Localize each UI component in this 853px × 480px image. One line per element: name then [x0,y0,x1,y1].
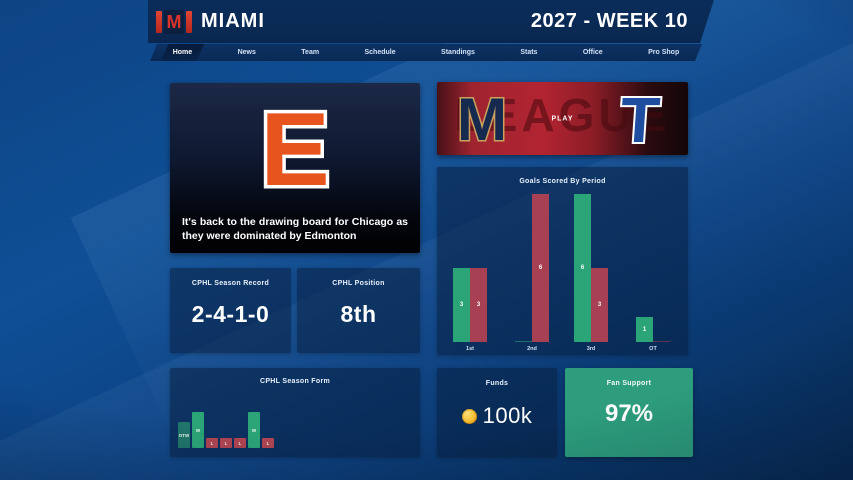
nav-item-office[interactable]: Office [582,49,603,56]
goal-bar-value: 1 [642,326,647,333]
news-headline: It's back to the drawing board for Chica… [182,215,408,242]
nav-item-news[interactable]: News [237,49,256,56]
season-form-card: CPHL Season Form OTW W L L L W L [170,368,420,457]
play-button[interactable]: PLAY [551,115,574,122]
svg-text:E: E [260,92,329,207]
nav: Home News Team Schedule Standings Stats Office… [150,44,702,61]
goals-chart-title: Goals Scored By Period [519,178,606,185]
svg-text:M: M [457,86,507,152]
miami-logo-letter: M [166,11,182,32]
season-form-title: CPHL Season Form [259,378,331,385]
fan-support-card: Fan Support 97% [565,368,693,457]
nav-item-home[interactable]: Home [161,44,204,61]
svg-text:T: T [618,84,662,154]
goal-bar-value: 3 [597,302,602,308]
goal-bar-value: 3 [459,302,464,308]
goals-chart: 3 3 1st 6 2nd 6 3 3rd 1 OT [437,167,688,355]
form-bar-label: W [251,427,257,433]
goal-bar-value: 6 [538,265,543,271]
funds-value: 100k [482,403,533,428]
goal-axis-label: 3rd [586,346,596,352]
goal-bar-value: 3 [476,302,481,308]
goal-bar-red [653,341,670,342]
away-team-logo-icon: T [616,84,664,154]
miami-logo-icon: M [156,10,192,34]
form-bar-label: L [266,440,270,446]
goal-axis-label: 2nd [527,346,537,352]
goal-axis-label: 1st [466,346,474,352]
form-bar-loss: L [206,438,218,448]
form-bar-loss: L [220,438,232,448]
team-name: MIAMI [201,10,265,32]
goal-bar-green: 1 [636,317,653,342]
funds-card: Funds 100k [437,368,557,457]
nav-item-stats[interactable]: Stats [520,49,538,56]
form-bar-loss: L [262,438,274,448]
nav-item-team[interactable]: Team [301,49,320,56]
play-match-banner[interactable]: LEAGUE M T PLAY [437,82,688,155]
goals-by-period-card: Goals Scored By Period 3 3 1st 6 2nd 6 3 3rd 1 OT [437,167,688,355]
home-team-logo-icon: M [456,86,509,152]
season-record-value: 2-4-1-0 [191,301,270,327]
funds-label: Funds [485,380,509,387]
season-record-card: CPHL Season Record 2-4-1-0 [170,268,291,353]
goal-bar-value: 6 [580,265,585,271]
nav-item-pro-shop[interactable]: Pro Shop [648,49,680,56]
edmonton-logo-icon: E [170,89,420,207]
form-bar-label: OTW [178,432,190,438]
nav-item-schedule[interactable]: Schedule [364,49,396,56]
goal-bar-green: 3 [453,268,470,342]
form-bar-otw: OTW [178,422,190,448]
season-week-label: 2027 - WEEK 10 [530,10,688,32]
goal-bar-green [515,341,532,342]
league-position-card: CPHL Position 8th [297,268,420,353]
nav-item-standings[interactable]: Standings [441,49,475,56]
league-watermark: LEAGUE [454,89,671,141]
goal-bar-red: 3 [470,268,487,342]
header: M MIAMI 2027 - WEEK 10 [148,0,714,43]
goal-bar-red: 6 [532,194,549,342]
form-bar-win: W [192,412,204,448]
news-card[interactable]: E It's back to the drawing board for Chi… [170,83,420,253]
goal-bar-green: 6 [574,194,591,342]
league-position-label: CPHL Position [332,280,385,287]
gold-coin-icon [461,408,477,424]
season-form-chart: OTW W L L L W L [178,412,274,448]
season-record-label: CPHL Season Record [191,280,270,287]
league-position-value: 8th [340,301,377,327]
goal-axis-label: OT [649,346,657,352]
form-bar-label: L [210,440,214,446]
form-bar-label: L [224,440,228,446]
form-bar-loss: L [234,438,246,448]
goal-bar-red: 3 [591,268,608,342]
team-brand: M MIAMI [156,10,265,34]
fan-support-label: Fan Support [606,380,652,387]
form-bar-label: W [195,427,201,433]
fan-support-value: 97% [604,400,654,427]
goal-group-ot: 1 [636,317,670,342]
form-bar-win: W [248,412,260,448]
goal-group-2nd: 6 [515,194,549,342]
form-bar-label: L [238,440,242,446]
